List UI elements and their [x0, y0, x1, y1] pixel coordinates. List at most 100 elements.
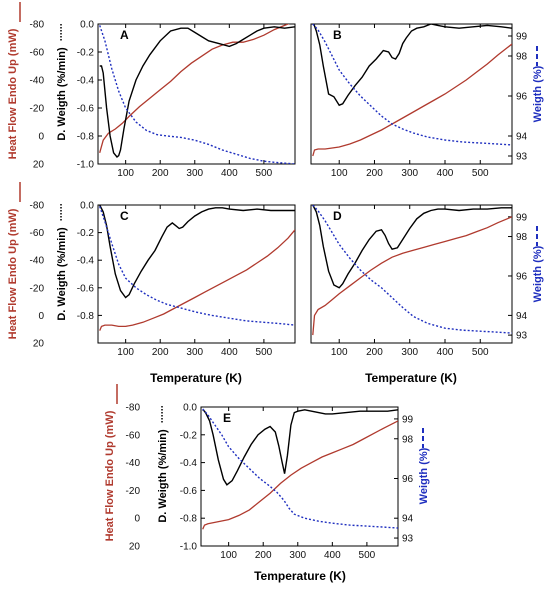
- weight-series-line: [312, 24, 512, 146]
- dtg-tick-label: -0.2: [77, 228, 95, 239]
- heat-tick-label: 20: [33, 339, 45, 350]
- dtg-tick-label: 0.0: [80, 201, 94, 212]
- heat-tick-label: 0: [134, 514, 140, 525]
- x-tick-label: 100: [117, 347, 134, 358]
- x-tick-label: 500: [472, 347, 489, 358]
- weight-axis-title: Weigth (%): [532, 245, 544, 302]
- series-group: [312, 24, 512, 157]
- x-tick-label: 200: [152, 347, 169, 358]
- panel-label: D: [333, 209, 342, 223]
- dtg-tick-label: -0.4: [180, 458, 198, 469]
- weight-axis-title: Weigth (%): [532, 65, 544, 122]
- x-tick-label: 400: [221, 347, 238, 358]
- x-tick-label: 300: [289, 550, 306, 561]
- weight-tick-label: 99: [516, 32, 528, 43]
- x-tick-label: 500: [256, 168, 273, 179]
- x-tick-label: 200: [255, 550, 272, 561]
- heat-series-line: [202, 420, 398, 530]
- weight-tick-label: 98: [516, 52, 528, 63]
- dtg-axis-title: D. Weigth (%/min): [157, 429, 169, 523]
- x-axis-title: Temperature (K): [150, 371, 242, 385]
- dtg-tick-label: -1.0: [180, 542, 198, 553]
- x-tick-label: 500: [472, 168, 489, 179]
- heat-tick-label: -80: [30, 20, 45, 31]
- dtg-tick-label: -0.8: [180, 514, 198, 525]
- x-tick-label: 500: [256, 347, 273, 358]
- heat-tick-label: -40: [30, 76, 45, 87]
- heat-tick-label: -60: [30, 228, 45, 239]
- weight-tick-label: 99: [516, 212, 528, 223]
- plot-frame: [200, 406, 399, 547]
- series-group: [312, 205, 512, 336]
- x-tick-label: 300: [186, 347, 203, 358]
- heat-tick-label: 20: [129, 542, 141, 553]
- dtg-tick-label: -0.8: [77, 132, 95, 143]
- dtg-series-line: [313, 24, 512, 107]
- heat-series-line: [312, 43, 512, 157]
- heat-tick-label: -20: [126, 486, 141, 497]
- dtg-series-line: [312, 205, 512, 289]
- heat-tick-label: -40: [126, 458, 141, 469]
- x-tick-label: 200: [366, 347, 383, 358]
- panel-e: 100 200 300 400 5000.0-0.2-0.4-0.6-0.8-1.0-8…: [104, 384, 430, 583]
- series-group: [99, 24, 295, 164]
- x-tick-label: 100: [117, 168, 134, 179]
- dtg-axis-title: D. Weigth (%/min): [56, 227, 68, 321]
- dtg-series-line: [202, 409, 398, 486]
- heat-series-line: [99, 229, 295, 331]
- heat-tick-label: -80: [126, 403, 141, 414]
- panel-b: 100 200 300 400 500 99 98 96 94 93 B Weigth (%): [310, 23, 544, 179]
- weight-tick-label: 93: [516, 152, 528, 163]
- weight-tick-label: 98: [516, 232, 528, 243]
- plot-frame: [310, 23, 513, 165]
- weight-tick-label: 99: [402, 414, 414, 425]
- heat-flow-axis-title: Heat Flow Endo Up (mW): [7, 208, 19, 339]
- heat-series-line: [312, 216, 512, 336]
- x-tick-label: 200: [152, 168, 169, 179]
- weight-tick-label: 93: [516, 331, 528, 342]
- x-tick-label: 400: [221, 168, 238, 179]
- panel-a: 100 200 300 400 5000.0-0.2-0.4-0.6-0.8-1.0-8…: [7, 2, 296, 179]
- x-axis-title: Temperature (K): [365, 371, 457, 385]
- x-tick-label: 300: [186, 168, 203, 179]
- x-tick-label: 100: [331, 168, 348, 179]
- heat-tick-label: 0: [38, 311, 44, 322]
- weight-tick-label: 98: [402, 434, 414, 445]
- x-axis-title: Temperature (K): [254, 569, 346, 583]
- weight-tick-label: 94: [516, 132, 528, 143]
- plot-frame: [310, 204, 513, 344]
- weight-series-line: [202, 408, 398, 529]
- dtg-tick-label: 0.0: [183, 403, 197, 414]
- weight-tick-label: 96: [516, 271, 528, 282]
- weight-tick-label: 96: [516, 92, 528, 103]
- weight-axis-title: Weigth (%): [418, 447, 430, 504]
- dtg-series-line: [99, 26, 295, 158]
- panel-label: B: [333, 28, 342, 42]
- dtg-tick-label: -0.2: [77, 48, 95, 59]
- dtg-tick-label: 0.0: [80, 20, 94, 31]
- panel-d: 100 200 300 400 500 99 98 96 94 93 D Weigth (%) Temp…: [310, 204, 544, 385]
- dtg-tick-label: -0.8: [77, 311, 95, 322]
- heat-tick-label: 0: [38, 132, 44, 143]
- heat-flow-axis-title: Heat Flow Endo Up (mW): [7, 28, 19, 159]
- x-tick-label: 500: [359, 550, 376, 561]
- dtg-tick-label: -0.6: [77, 283, 95, 294]
- weight-series-line: [99, 25, 295, 164]
- heat-tick-label: -40: [30, 256, 45, 267]
- x-tick-label: 400: [437, 168, 454, 179]
- dtg-tick-label: -1.0: [77, 160, 95, 171]
- heat-tick-label: -20: [30, 104, 45, 115]
- heat-series-line: [99, 24, 290, 153]
- weight-tick-label: 94: [516, 311, 528, 322]
- dtg-tick-label: -0.4: [77, 256, 95, 267]
- plot-frame: [97, 204, 296, 344]
- series-group: [99, 205, 295, 331]
- heat-tick-label: -60: [30, 48, 45, 59]
- dtg-axis-title: D. Weigth (%/min): [56, 47, 68, 141]
- dtg-tick-label: -0.4: [77, 76, 95, 87]
- panel-label: E: [223, 411, 231, 425]
- panel-c: 100 200 300 400 5000.0-0.2-0.4-0.6-0.8-80-60…: [7, 182, 296, 385]
- heat-tick-label: 20: [33, 160, 45, 171]
- heat-tick-label: -80: [30, 201, 45, 212]
